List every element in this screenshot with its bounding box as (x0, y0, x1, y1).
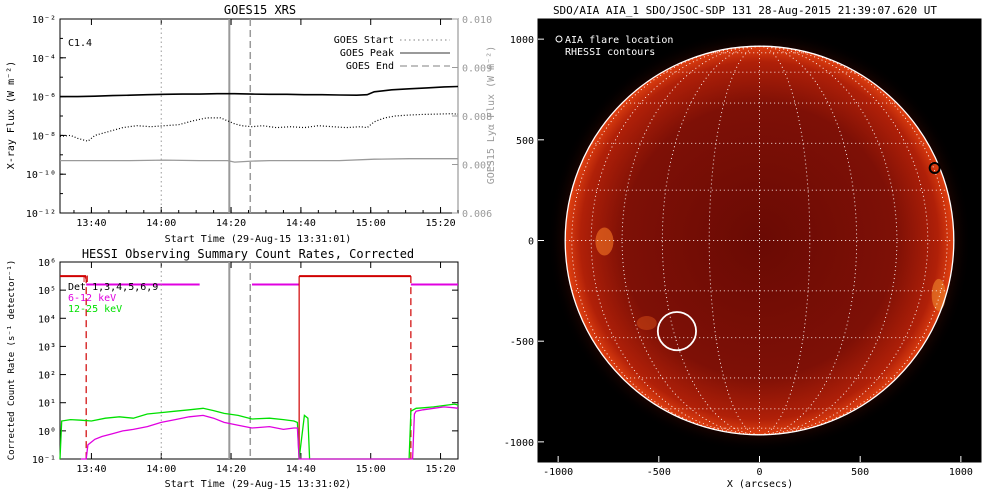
goes-series-ly-line (60, 158, 458, 163)
goes-legend-label: GOES Peak (340, 48, 394, 59)
hessi-x-tick-label: 15:00 (356, 464, 386, 475)
hessi-y-tick-label: 10⁶ (38, 258, 56, 269)
aia-title: SDO/AIA AIA_1 SDO/JSOC-SDP 131 28-Aug-20… (553, 4, 937, 17)
goes-y2-tick-label: 0.010 (462, 15, 492, 26)
goes-annotation: C1.4 (68, 38, 92, 49)
aia-y-tick-label: 0 (528, 237, 534, 248)
goes-series-short-line (59, 113, 459, 142)
goes-legend-label: GOES Start (334, 35, 394, 46)
aia-limb-outline (564, 45, 955, 436)
hessi-y-tick-label: 10¹ (38, 399, 56, 410)
hessi-flag-label: N (83, 275, 88, 285)
aia-axes: -1000 -500 0 500 1000 1000 500 0 -500 -1000 (504, 18, 982, 478)
hessi-axes: 13:40 14:00 14:20 14:40 15:00 15:20 10⁶ 10⁵ 10⁴ 1… (32, 258, 459, 475)
goes-y-tick-label: 10⁻¹⁰ (26, 170, 56, 181)
goes-y-tick-label: 10⁻¹² (26, 209, 56, 220)
hessi-legend-label: Det 1,3,4,5,6,9 (68, 282, 158, 293)
goes-legend-label: GOES End (346, 61, 394, 72)
aia-longitude-line (571, 45, 760, 436)
hessi-frame (59, 261, 459, 460)
hessi-y-tick-label: 10⁴ (38, 314, 56, 325)
hessi-series-6-12kev-line (80, 406, 459, 460)
goes-y2-tick-label: 0.009 (462, 64, 492, 75)
aia-x-tick-label: -500 (647, 467, 671, 478)
hessi-series (59, 403, 459, 460)
aia-panel: SDO/AIA AIA_1 SDO/JSOC-SDP 131 28-Aug-20… (504, 4, 982, 490)
aia-y-tick-label: -500 (510, 337, 534, 348)
goes-y-tick-label: 10⁻⁸ (32, 131, 56, 142)
goes-x-tick-label: 15:20 (425, 218, 455, 229)
hessi-panel: HESSI Observing Summary Count Rates, Cor… (7, 247, 459, 490)
goes-y2label: GOES15 Lyα Flux (W m⁻²) (486, 46, 497, 184)
goes-y-tick-label: 10⁻⁶ (32, 93, 56, 104)
goes-x-tick-label: 14:00 (146, 218, 176, 229)
aia-y-tick-label: -1000 (504, 438, 534, 449)
hessi-markers (160, 262, 252, 459)
aia-solar-disk (565, 46, 954, 435)
hessi-y-tick-label: 10² (38, 371, 56, 382)
goes-y2-tick-label: 0.008 (462, 112, 492, 123)
aia-x-tick-label: 1000 (949, 467, 973, 478)
goes-legend: GOES Start GOES Peak GOES End (334, 35, 450, 72)
goes-x-tick-label: 14:40 (286, 218, 316, 229)
hessi-flags (60, 275, 458, 459)
goes-x-tick-label: 14:20 (216, 218, 246, 229)
hessi-legend-label: 6-12 keV (68, 293, 116, 304)
aia-rhessi-contour (656, 311, 697, 352)
hessi-series-12-25kev-line (59, 403, 459, 460)
goes-markers (160, 19, 252, 213)
aia-image (547, 28, 972, 453)
aia-longitude-line (759, 45, 948, 436)
aia-y-tick-label: 500 (516, 136, 534, 147)
aia-bright-region-south (636, 316, 657, 331)
goes-ylabel: X-ray Flux (W m⁻²) (6, 61, 17, 169)
aia-y-tick-label: 1000 (510, 35, 534, 46)
aia-bright-region-east (595, 227, 614, 256)
hessi-x-tick-label: 14:20 (216, 464, 246, 475)
goes-x-tick-label: 13:40 (76, 218, 106, 229)
aia-x-tick-label: -1000 (543, 467, 573, 478)
hessi-x-tick-label: 14:40 (286, 464, 316, 475)
goes-xlabel: Start Time (29-Aug-15 13:31:01) (165, 234, 352, 245)
aia-longitude-line (759, 45, 898, 436)
hessi-y-tick-label: 10⁰ (38, 427, 56, 438)
goes-series (59, 85, 459, 163)
goes-y2-tick-label: 0.007 (462, 161, 492, 172)
hessi-y-tick-label: 10⁵ (38, 286, 56, 297)
hessi-x-tick-label: 15:20 (425, 464, 455, 475)
hessi-title: HESSI Observing Summary Count Rates, Cor… (82, 247, 414, 261)
hessi-y-tick-label: 10⁻¹ (32, 455, 56, 466)
aia-x-tick-label: 500 (851, 467, 869, 478)
hessi-x-tick-label: 14:00 (146, 464, 176, 475)
goes-y2-tick-label: 0.006 (462, 209, 492, 220)
goes-axes: 13:40 14:00 14:20 14:40 15:00 15:20 10⁻² 10⁻⁴ 10… (26, 15, 492, 229)
hessi-ylabel: Corrected Count Rate (s⁻¹ detector⁻¹) (7, 260, 17, 460)
aia-longitude-line (759, 45, 811, 436)
hessi-xlabel: Start Time (29-Aug-15 13:31:02) (165, 479, 352, 490)
goes-panel: GOES15 XRS 13:40 14:00 14:20 14:40 15:00 15:2… (6, 3, 497, 245)
aia-legend-label: RHESSI contours (565, 47, 655, 58)
goes-y-tick-label: 10⁻² (32, 15, 56, 26)
aia-flare-location-marker (928, 162, 941, 175)
goes-series-long-line (60, 85, 459, 98)
aia-xlabel: X (arcsecs) (727, 479, 793, 490)
goes-y-tick-label: 10⁻⁴ (32, 54, 56, 65)
aia-longitude-line (708, 45, 760, 436)
aia-heliographic-grid (565, 45, 954, 436)
goes-title: GOES15 XRS (224, 3, 296, 17)
hessi-legend-label: 12-25 keV (68, 304, 122, 315)
hessi-y-tick-label: 10³ (38, 342, 56, 353)
aia-bright-region-west (931, 278, 946, 311)
aia-legend-label: AIA flare location (565, 35, 673, 46)
aia-longitude-line (621, 45, 760, 436)
goes-x-tick-label: 15:00 (356, 218, 386, 229)
aia-x-tick-label: 0 (756, 467, 762, 478)
aia-legend-circle-symbol (555, 35, 563, 43)
hessi-x-tick-label: 13:40 (76, 464, 106, 475)
